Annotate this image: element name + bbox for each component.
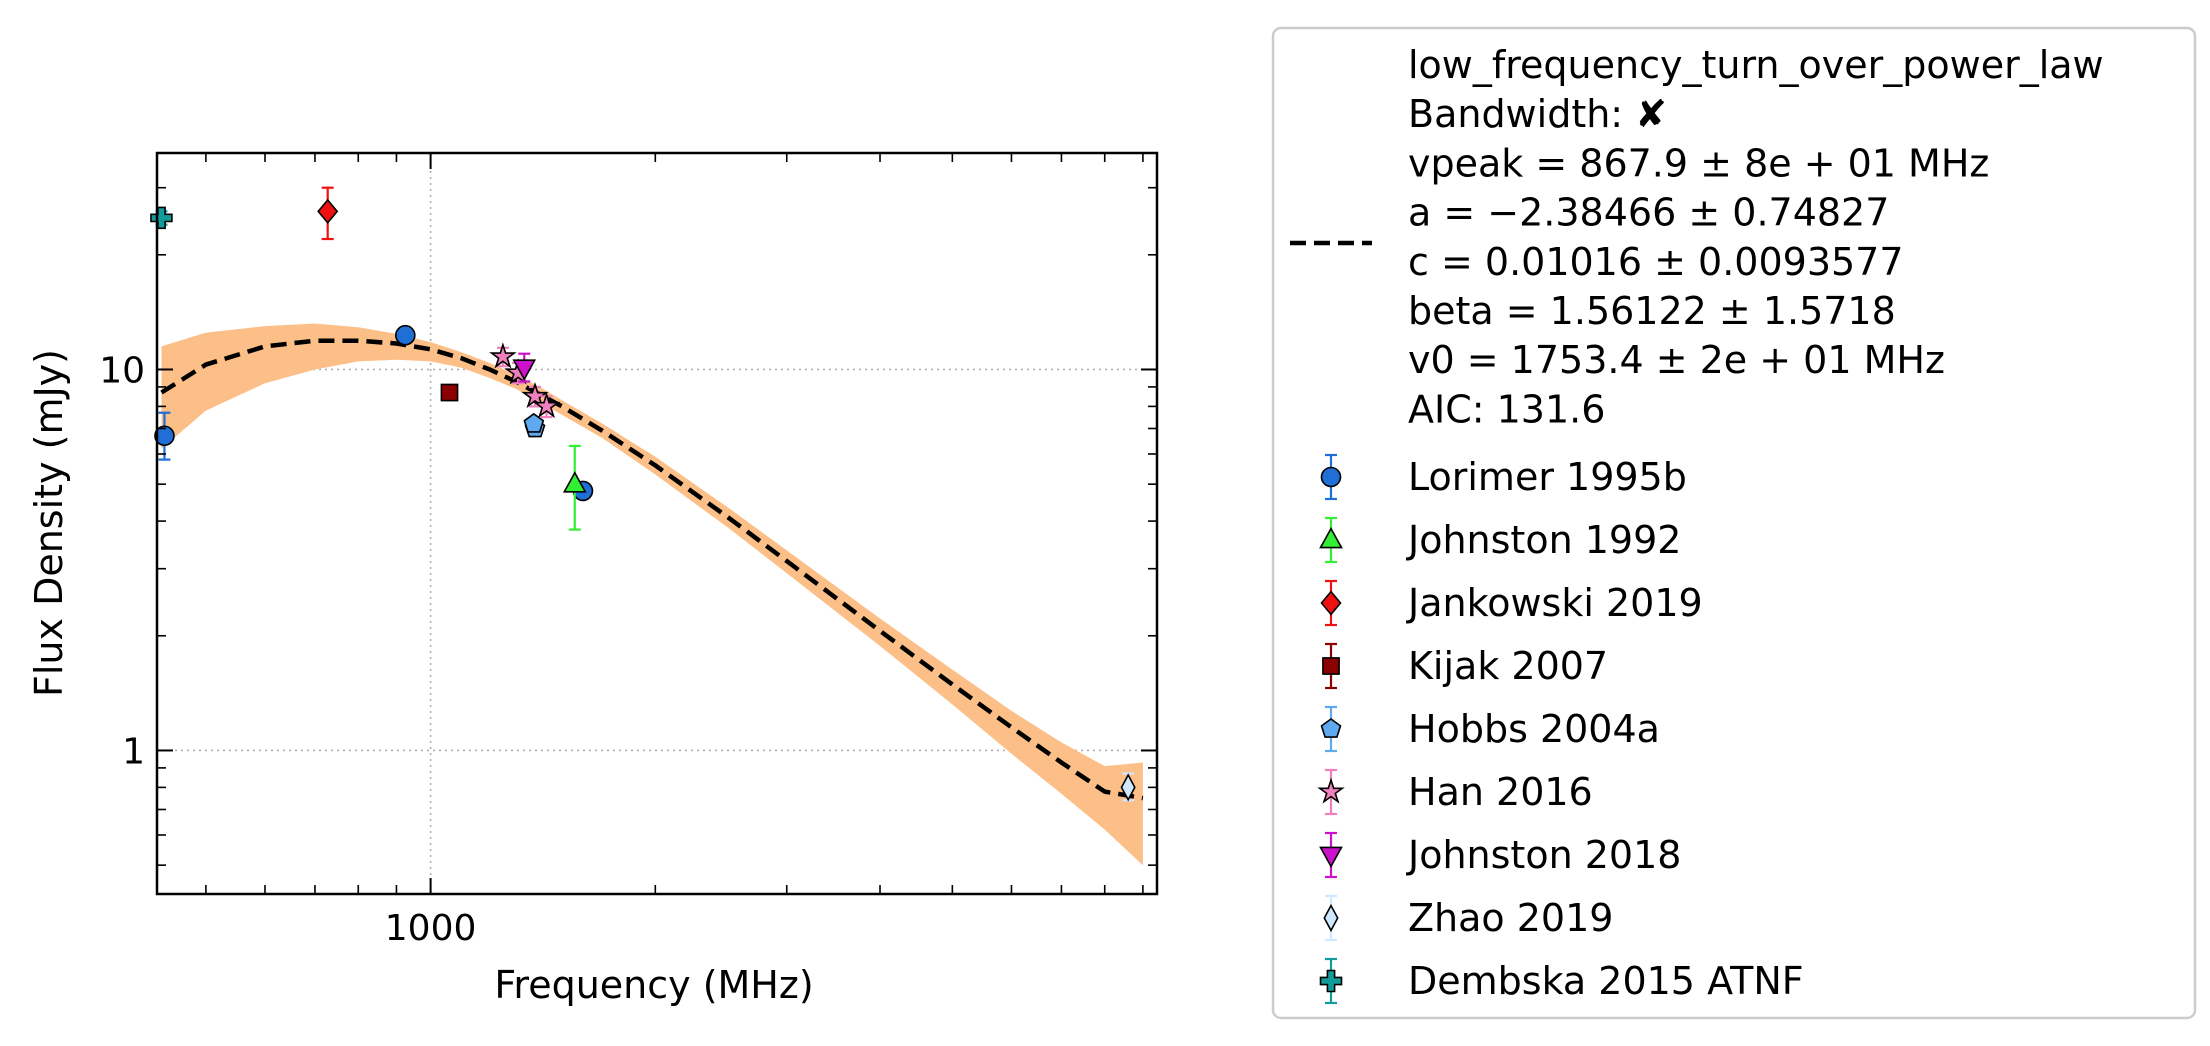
legend-entry-3: Kijak 2007 [1322, 642, 1608, 690]
y-axis-label: Flux Density (mJy) [27, 349, 71, 697]
legend-fit-line-2: vpeak = 867.9 ± 8e + 01 MHz [1408, 141, 1989, 185]
fit-band-area [161, 323, 1143, 866]
legend-fit-line-4: c = 0.01016 ± 0.0093577 [1408, 240, 1904, 284]
legend-entry-2: Jankowski 2019 [1320, 579, 1703, 627]
axis-ticks [157, 153, 1157, 894]
point-3-0 [440, 383, 459, 402]
legend-fit-line-1: Bandwidth: ✘ [1408, 92, 1667, 136]
plot-frame [155, 151, 1159, 896]
grid [157, 153, 1157, 894]
legend-label-4: Hobbs 2004a [1408, 707, 1660, 751]
legend-marker-6 [1319, 846, 1343, 869]
legend-label-8: Dembska 2015 ATNF [1408, 959, 1804, 1003]
series-5 [489, 342, 561, 419]
x-axis-label: Frequency (MHz) [494, 963, 813, 1007]
point-7-0 [1120, 773, 1136, 802]
fit-uncertainty-band [161, 323, 1143, 866]
legend-entry-0: Lorimer 1995b [1320, 453, 1687, 501]
legend-entry-8: Dembska 2015 ATNF [1319, 957, 1804, 1005]
legend-marker-5 [1317, 777, 1345, 804]
point-1-0 [562, 471, 587, 493]
legend: low_frequency_turn_over_power_law Bandwid… [1271, 26, 2197, 1020]
legend-entry-7: Zhao 2019 [1323, 894, 1613, 942]
series-3 [440, 383, 459, 402]
point-5-0 [489, 342, 517, 369]
point-2-0 [317, 198, 339, 225]
series-2 [317, 186, 339, 241]
legend-marker-0 [1320, 466, 1342, 488]
point-5-2 [521, 381, 549, 409]
data-points [150, 186, 1136, 802]
legend-fit-line-0: low_frequency_turn_over_power_law [1408, 43, 2104, 87]
point-0-0 [154, 425, 175, 447]
plot-background [157, 153, 1157, 894]
legend-marker-8 [1319, 969, 1343, 993]
point-6-0 [512, 359, 537, 381]
legend-label-5: Han 2016 [1408, 770, 1593, 814]
point-8-0 [150, 206, 173, 230]
series-1 [562, 444, 587, 531]
legend-label-3: Kijak 2007 [1408, 644, 1608, 688]
point-0-1 [395, 324, 416, 346]
legend-fit-line-5: beta = 1.56122 ± 1.5718 [1408, 289, 1896, 333]
point-5-3 [532, 391, 561, 419]
x-tick-label-0: 1000 [385, 908, 477, 949]
legend-marker-1 [1319, 526, 1343, 549]
legend-frame [1271, 26, 2197, 1020]
legend-entry-5: Han 2016 [1317, 768, 1593, 816]
legend-label-1: Johnston 1992 [1406, 518, 1681, 562]
legend-entry-1: Johnston 1992 [1319, 516, 1681, 564]
legend-entry-4: Hobbs 2004a [1320, 705, 1660, 753]
series-7 [1120, 772, 1136, 802]
legend-fit-line-3: a = −2.38466 ± 0.74827 [1408, 191, 1889, 235]
y-tick-label-0: 1 [122, 731, 145, 772]
fit-curve [160, 338, 1144, 801]
fit-line [160, 338, 1144, 801]
legend-marker-3 [1322, 657, 1340, 675]
legend-label-6: Johnston 2018 [1406, 833, 1681, 877]
legend-fit-line-7: AIC: 131.6 [1408, 387, 1605, 431]
axis-tick-labels: 1000 1 10 [99, 350, 476, 949]
legend-label-2: Jankowski 2019 [1406, 581, 1703, 625]
legend-label-7: Zhao 2019 [1408, 896, 1613, 940]
legend-marker-4 [1320, 718, 1342, 738]
series-6 [512, 352, 537, 383]
y-tick-label-1: 10 [99, 350, 145, 391]
legend-entry-6: Johnston 2018 [1319, 831, 1681, 879]
legend-fit-line-6: v0 = 1753.4 ± 2e + 01 MHz [1408, 338, 1945, 382]
series-4 [523, 412, 546, 438]
legend-marker-2 [1320, 590, 1342, 616]
point-4-1 [523, 412, 545, 433]
legend-label-0: Lorimer 1995b [1408, 455, 1687, 499]
legend-marker-7 [1323, 903, 1339, 933]
